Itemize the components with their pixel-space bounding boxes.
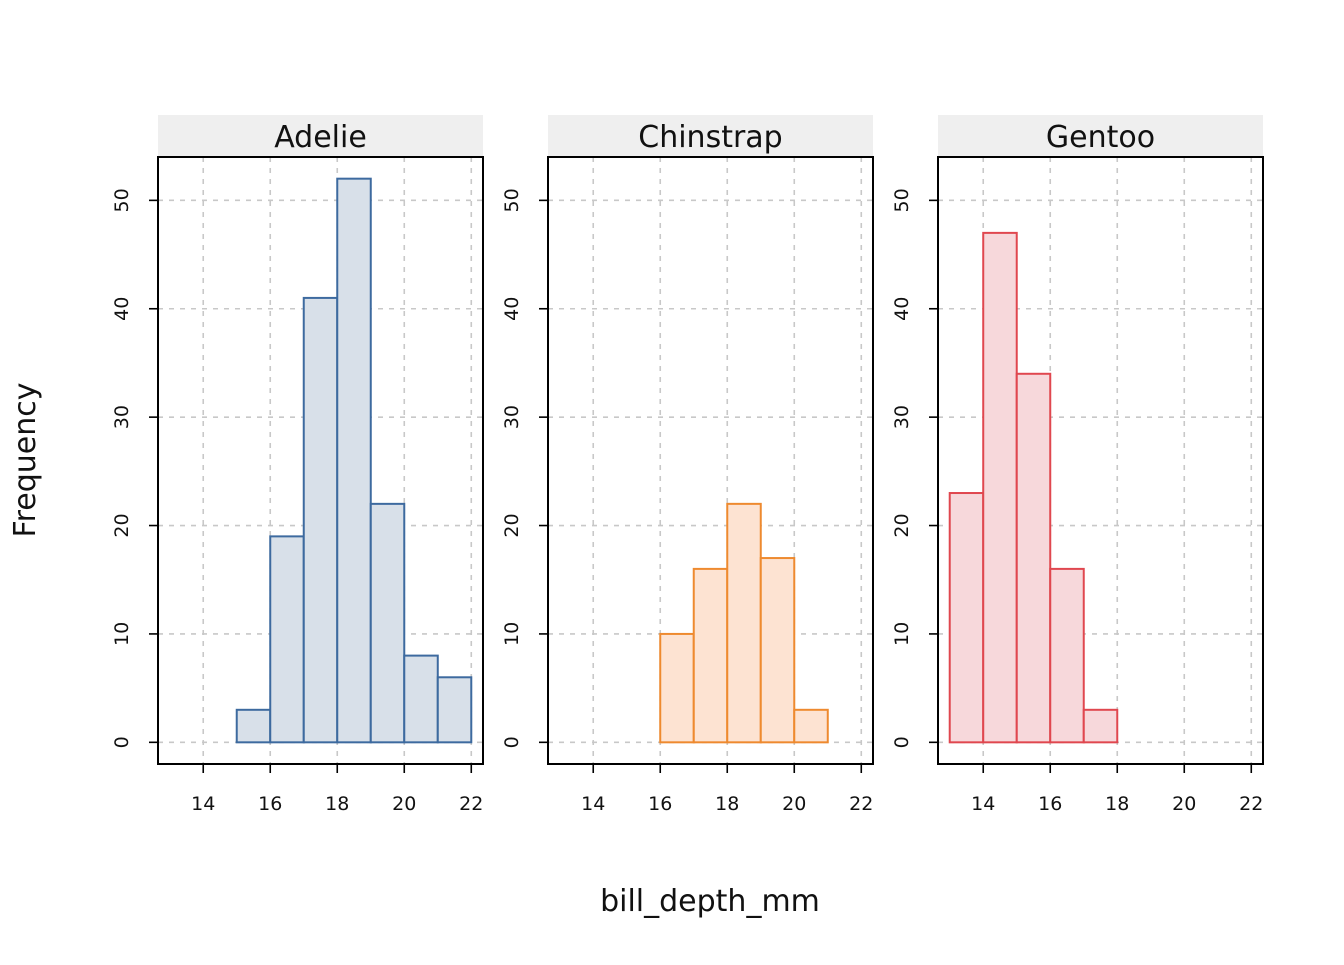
- x-tick-label: 14: [191, 793, 215, 815]
- y-tick-label: 30: [891, 405, 913, 429]
- x-axis-title: bill_depth_mm: [600, 884, 820, 919]
- y-tick-label: 40: [501, 297, 523, 321]
- x-tick-label: 22: [849, 793, 873, 815]
- x-tick-label: 14: [581, 793, 605, 815]
- panel-frame: [547, 156, 874, 765]
- histogram-bar: [659, 632, 695, 744]
- panel-gentoo: Gentoo 14 16 18 20 22 0 10 20 30 40 50: [891, 115, 1264, 815]
- panel-frame: [937, 156, 1264, 765]
- x-tick-label: 16: [258, 793, 282, 815]
- y-tick-label: 50: [501, 188, 523, 212]
- histogram-bar: [948, 492, 985, 744]
- y-tick-label: 0: [891, 736, 913, 748]
- histogram-bar: [726, 502, 762, 744]
- strip-label: Chinstrap: [638, 120, 782, 155]
- x-tick-label: 20: [1172, 793, 1196, 815]
- histogram-bar: [403, 654, 439, 744]
- y-tick-label: 40: [891, 297, 913, 321]
- panel-adelie: Adelie 14 16 18 20 22 0 10 20 30 40 50: [111, 115, 484, 815]
- x-tick-label: 18: [325, 793, 349, 815]
- strip-label: Adelie: [274, 120, 367, 155]
- x-tick-label: 20: [782, 793, 806, 815]
- strip-background: [938, 115, 1263, 157]
- y-tick-label: 10: [501, 622, 523, 646]
- y-tick-label: 30: [501, 405, 523, 429]
- x-tick-label: 16: [1038, 793, 1062, 815]
- strip-background: [548, 115, 873, 157]
- x-tick-label: 22: [1239, 793, 1263, 815]
- strip-label: Gentoo: [1046, 120, 1155, 155]
- x-tick-label: 18: [1105, 793, 1129, 815]
- y-tick-label: 50: [891, 188, 913, 212]
- x-tick-label: 22: [459, 793, 483, 815]
- x-tick-label: 16: [648, 793, 672, 815]
- x-tick-label: 20: [392, 793, 416, 815]
- y-tick-label: 10: [891, 622, 913, 646]
- y-axis-title: Frequency: [8, 383, 43, 538]
- histogram-bar: [336, 177, 372, 744]
- histogram-bar: [982, 231, 1018, 744]
- x-tick-label: 14: [971, 793, 995, 815]
- y-tick-label: 20: [891, 513, 913, 537]
- strip-background: [158, 115, 483, 157]
- histogram-bar: [692, 567, 729, 744]
- y-tick-label: 40: [111, 297, 133, 321]
- y-tick-label: 0: [501, 736, 523, 748]
- y-tick-label: 10: [111, 622, 133, 646]
- histogram-bar: [302, 296, 339, 744]
- histogram-bar: [1082, 708, 1119, 744]
- histogram-bar: [1015, 372, 1052, 744]
- panel-frame: [157, 156, 484, 765]
- x-tick-label: 18: [715, 793, 739, 815]
- panel-chinstrap: Chinstrap 14 16 18 20 22 0 10 20 30 40 50: [501, 115, 874, 815]
- y-tick-label: 20: [111, 513, 133, 537]
- histogram-bar: [436, 676, 473, 744]
- y-tick-label: 0: [111, 736, 133, 748]
- histogram-bar: [759, 557, 796, 744]
- histogram-bar: [793, 708, 829, 744]
- histogram-bar: [235, 708, 272, 744]
- histogram-bar: [269, 535, 305, 744]
- y-tick-label: 30: [111, 405, 133, 429]
- histogram-bar: [1049, 567, 1085, 744]
- y-tick-label: 50: [111, 188, 133, 212]
- histogram-bar: [369, 502, 406, 744]
- y-tick-label: 20: [501, 513, 523, 537]
